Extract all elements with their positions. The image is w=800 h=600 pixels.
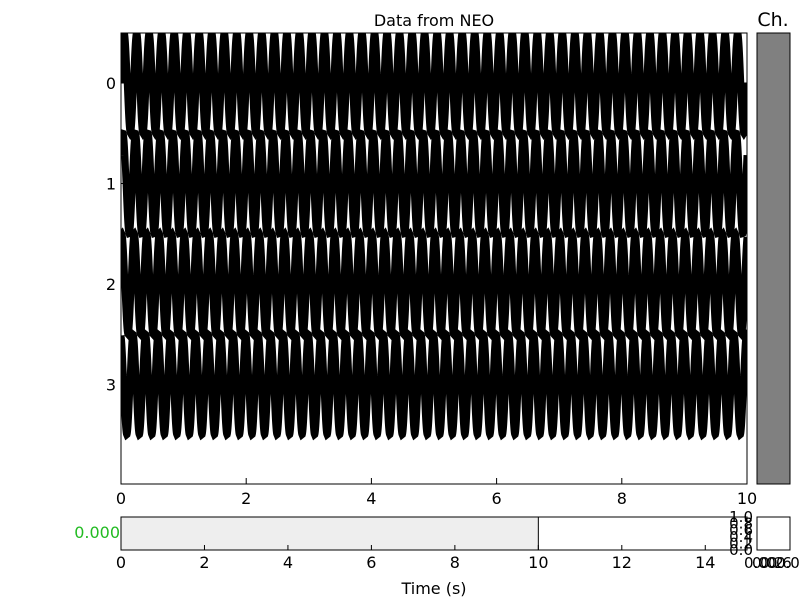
inset-axes-frame (756, 516, 791, 551)
time-axis-label: Time (s) (400, 579, 466, 598)
channel-label-2: 2 (106, 275, 116, 294)
time-tick-label: 10 (528, 553, 548, 572)
x-tick-label: 4 (366, 489, 376, 508)
time-readout: 0.000 (74, 523, 120, 542)
inset-y-tick-label: 0.0 (729, 541, 753, 559)
main-x-ticks: 0 2 4 6 8 10 (116, 478, 757, 508)
time-tick-label: 8 (450, 553, 460, 572)
x-tick-label: 10 (737, 489, 757, 508)
time-selection[interactable] (121, 517, 539, 550)
signal-trace-channel-3 (121, 328, 747, 441)
channel-label-0: 0 (106, 74, 116, 93)
time-tick-label: 14 (695, 553, 715, 572)
inset-y-tick-label: 0.2 (729, 534, 753, 552)
channel-ticks: 0 1 2 3 (106, 74, 747, 395)
signal-trace-channel-1 (121, 128, 747, 239)
main-title: Data from NEO (374, 11, 494, 30)
channel-bar-title: Ch. (757, 9, 788, 31)
signal-traces (121, 33, 747, 441)
time-x-ticks: 0 2 4 6 8 10 12 14 (116, 545, 715, 572)
inset-x-tick-label: 0.0 (752, 554, 776, 572)
time-tick-label: 2 (199, 553, 209, 572)
inset-ticks: 0.00.20.40.60.81.00.00.00.20.60.0 (729, 508, 800, 572)
inset-y-tick-label: 0.8 (729, 515, 753, 533)
inset-x-tick-label: 0.0 (744, 554, 768, 572)
channel-bar[interactable] (756, 32, 791, 485)
time-tick-label: 0 (116, 553, 126, 572)
channel-label-3: 3 (106, 376, 116, 395)
inset-x-tick-label: 0.2 (760, 554, 784, 572)
inset-y-tick-label: 0.4 (729, 528, 753, 546)
x-tick-label: 6 (492, 489, 502, 508)
x-tick-label: 0 (116, 489, 126, 508)
signal-trace-channel-2 (121, 227, 747, 341)
time-tick-label: 4 (283, 553, 293, 572)
signal-trace-channel-0 (121, 33, 747, 141)
time-axes-frame (120, 516, 748, 551)
main-axes-frame (120, 32, 748, 485)
inset-x-tick-label: 0.0 (776, 554, 800, 572)
inset-y-tick-label: 1.0 (729, 508, 753, 526)
time-tick-label: 6 (366, 553, 376, 572)
inset-y-tick-label: 0.6 (729, 521, 753, 539)
inset-x-tick-label: 0.6 (768, 554, 792, 572)
x-tick-label: 8 (617, 489, 627, 508)
x-tick-label: 2 (241, 489, 251, 508)
channel-label-1: 1 (106, 175, 116, 194)
time-tick-label: 12 (612, 553, 632, 572)
